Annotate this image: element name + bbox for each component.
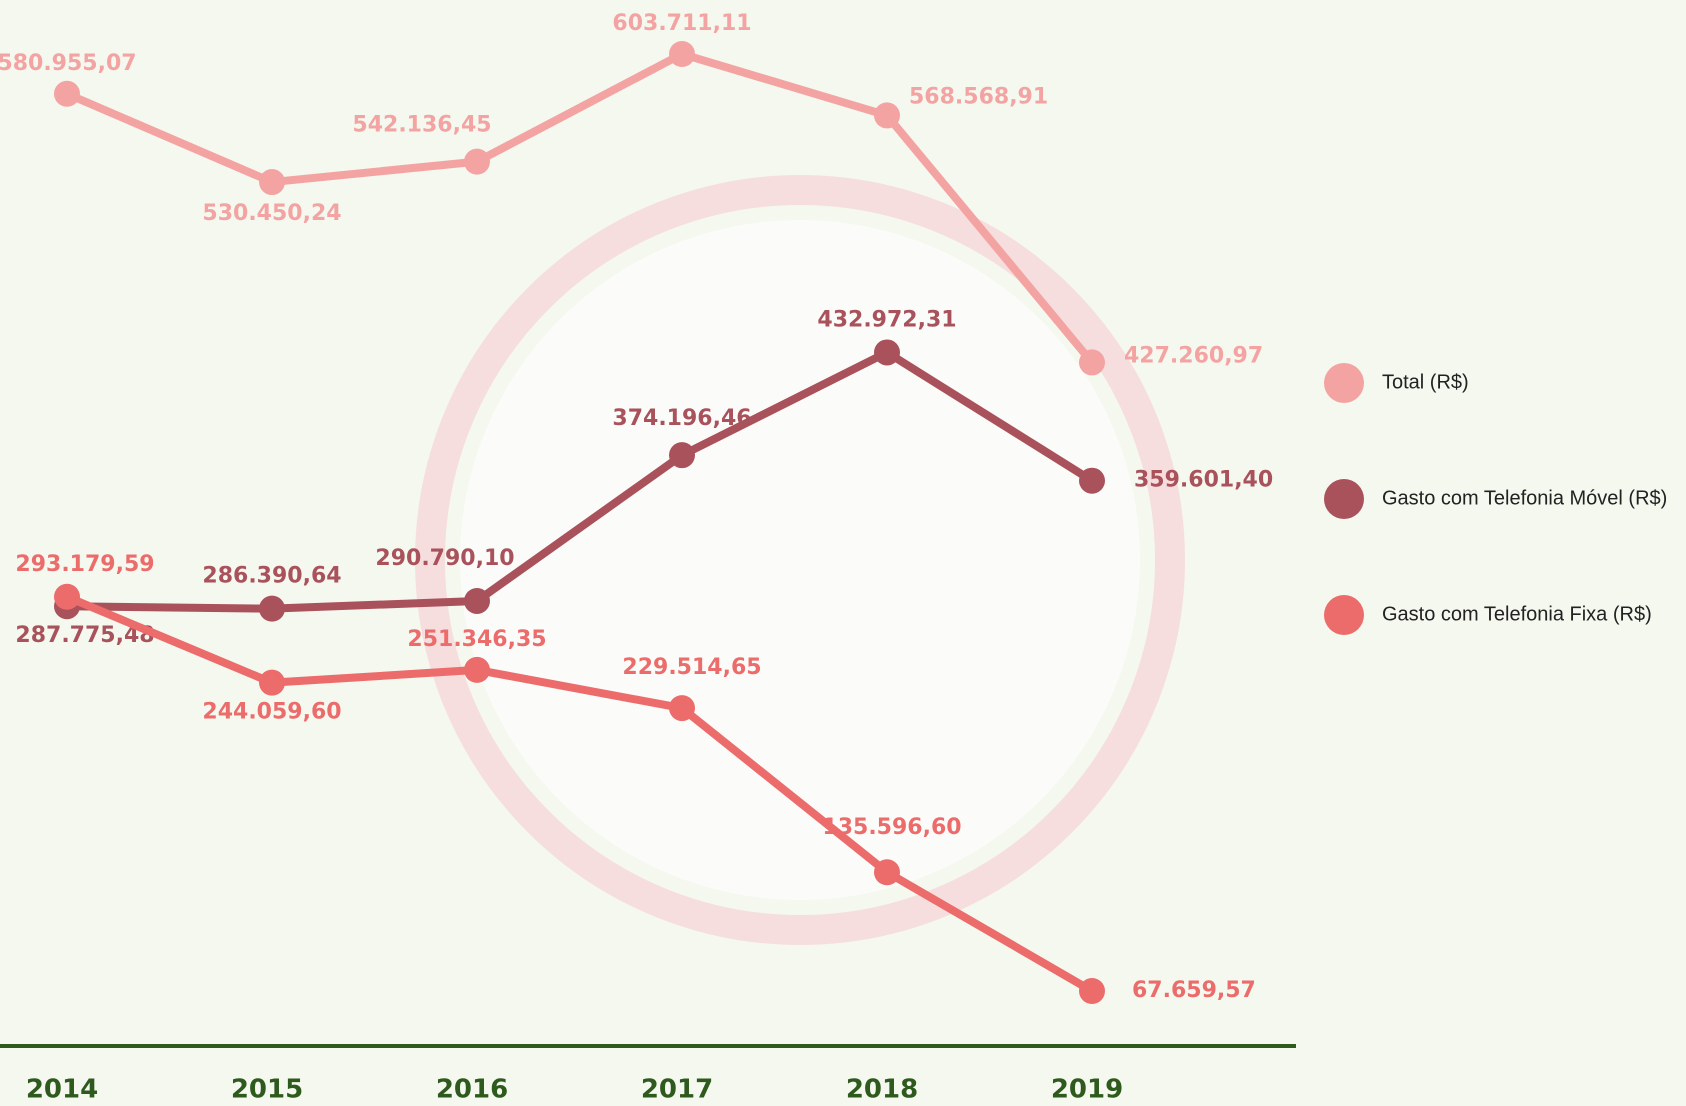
point — [1079, 978, 1105, 1004]
x-tick-label: 2018 — [846, 1075, 918, 1105]
value-label: 67.659,57 — [1132, 978, 1256, 1003]
value-label: 568.568,91 — [909, 84, 1048, 109]
value-label: 135.596,60 — [822, 815, 961, 840]
point — [54, 584, 80, 610]
point — [259, 169, 285, 195]
point — [874, 102, 900, 128]
value-label: 359.601,40 — [1134, 468, 1273, 493]
chart: 2014 2015 2016 2017 2018 2019 580.955,07 530.45… — [0, 0, 1686, 1106]
legend-marker — [1324, 479, 1364, 519]
legend-label: Gasto com Telefonia Móvel (R$) — [1382, 487, 1667, 509]
point — [669, 41, 695, 67]
x-tick-label: 2017 — [641, 1075, 713, 1105]
legend-label: Gasto com Telefonia Fixa (R$) — [1382, 603, 1652, 625]
value-label: 286.390,64 — [202, 564, 341, 589]
point — [669, 695, 695, 721]
point — [54, 81, 80, 107]
point — [259, 670, 285, 696]
value-label: 229.514,65 — [622, 655, 761, 680]
value-label: 290.790,10 — [375, 546, 514, 571]
point — [874, 859, 900, 885]
legend-label: Total (R$) — [1382, 371, 1469, 393]
value-label: 427.260,97 — [1124, 343, 1263, 368]
x-tick-label: 2019 — [1051, 1075, 1123, 1105]
point — [874, 339, 900, 365]
value-label: 251.346,35 — [407, 627, 546, 652]
legend-marker — [1324, 363, 1364, 403]
value-label: 580.955,07 — [0, 51, 137, 76]
value-label: 374.196,46 — [612, 406, 751, 431]
point — [669, 442, 695, 468]
value-label: 530.450,24 — [202, 201, 341, 226]
point — [464, 588, 490, 614]
x-tick-label: 2015 — [231, 1075, 303, 1105]
value-label: 432.972,31 — [817, 307, 956, 332]
point — [464, 149, 490, 175]
x-tick-label: 2014 — [26, 1075, 98, 1105]
point — [464, 657, 490, 683]
value-label: 293.179,59 — [15, 552, 154, 577]
point — [259, 596, 285, 622]
value-label: 603.711,11 — [612, 11, 751, 36]
point — [1079, 349, 1105, 375]
legend-marker — [1324, 595, 1364, 635]
value-label: 542.136,45 — [352, 113, 491, 138]
point — [1079, 468, 1105, 494]
x-tick-label: 2016 — [436, 1075, 508, 1105]
value-label: 244.059,60 — [202, 700, 341, 725]
